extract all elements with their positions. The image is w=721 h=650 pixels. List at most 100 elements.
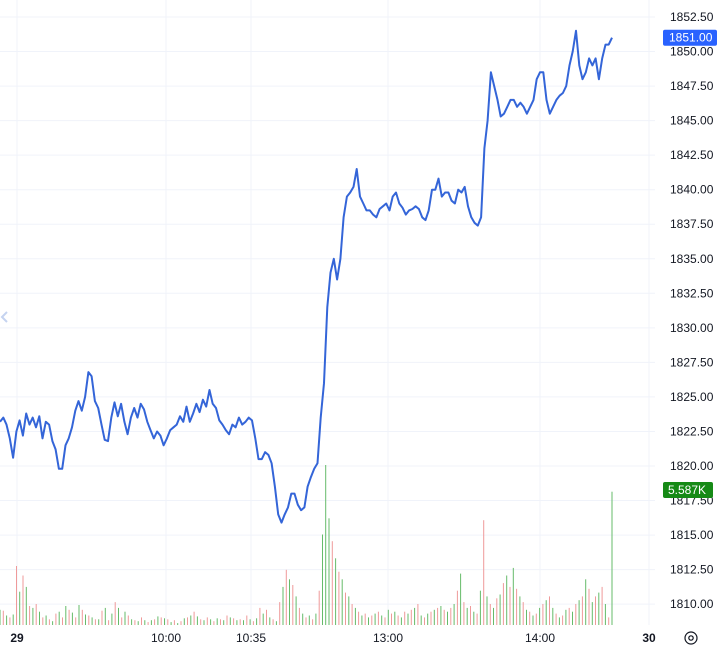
volume-bar [522,602,524,625]
volume-bar [29,606,31,625]
volume-bar [470,606,471,625]
volume-bar [430,611,432,625]
volume-bar [141,617,142,625]
volume-bar [325,465,327,625]
volume-bar [410,609,412,625]
volume-bar [391,613,392,625]
volume-tag: 5.587K [663,482,713,498]
volume-bar [94,619,96,625]
volume-bar [177,623,179,625]
volume-bar [65,606,67,625]
volume-bar [78,605,80,625]
volume-bar [555,613,557,625]
chevron-left-icon[interactable] [0,311,8,323]
volume-bar [81,609,83,625]
volume-bar [62,617,63,625]
volume-bar [417,604,419,625]
x-tick-label: 30 [642,631,656,645]
volume-bar [447,611,448,625]
volume-bar [400,617,402,625]
volume-bar [535,613,537,625]
volume-bar [114,602,116,625]
volume-bar [118,607,119,625]
volume-bar [308,615,310,625]
volume-bar [305,617,307,625]
volume-bar [489,604,491,625]
volume-bar [562,615,564,625]
volume-bar [486,596,488,625]
volume-bar [58,611,60,625]
volume-bar [496,598,498,625]
y-tick-label: 1812.50 [670,563,714,577]
volume-bar [608,617,610,625]
volume-bar [604,604,606,625]
volume-bar [532,615,534,625]
volume-bar [124,611,126,625]
y-tick-label: 1837.50 [670,217,714,231]
x-tick-label: 10:35 [236,631,266,645]
volume-bar [12,614,14,625]
volume-label: 5.587K [668,483,706,497]
volume-bar [424,617,425,625]
volume-bar [476,613,478,625]
volume-bar [85,614,86,625]
y-tick-label: 1820.00 [670,459,714,473]
gear-icon[interactable] [684,631,698,645]
volume-bar [499,594,501,625]
y-tick-label: 1822.50 [670,424,714,438]
volume-bar [506,575,508,625]
volume-bar [374,613,376,625]
y-tick-label: 1850.00 [670,45,714,59]
volume-bar [377,611,379,625]
volume-bar [68,609,70,625]
volume-bar [345,592,346,625]
volume-bar [443,609,445,625]
volume-bar [25,586,27,625]
volume-bar [2,610,4,625]
volume-bar [183,618,185,625]
volume-bar [170,622,172,625]
volume-bar [368,617,369,625]
x-tick-label: 14:00 [525,631,555,645]
last-price-label: 1851.00 [669,31,713,45]
volume-bar [440,606,442,625]
series-layer [0,29,613,524]
volume-bar [42,617,44,625]
volume-bar [0,609,1,625]
volume-bar [322,534,323,625]
volume-bar [173,620,175,625]
volume-bar [404,611,406,625]
last-price-tag: 1851.00 [663,29,717,46]
volume-bar [568,607,570,625]
volume-bar [519,596,521,625]
volume-bar [22,575,24,625]
volume-bar [243,620,244,625]
y-axis: 1852.50 1850.00 1847.50 1845.00 1842.50 1840.… [670,10,714,611]
volume-bar [216,618,218,625]
volume-bar [226,615,228,625]
volume-bar [493,607,494,625]
volume-bar [134,620,136,625]
volume-bar [213,621,215,625]
volume-bar [275,621,277,625]
volume-bar [575,604,577,625]
volume-bar [131,619,133,625]
y-tick-label: 1852.50 [670,10,714,24]
volume-bar [229,617,231,625]
volume-bar [512,567,514,625]
volume-bar [262,613,264,625]
volume-bar [180,621,182,625]
y-tick-label: 1847.50 [670,79,714,93]
volume-bar [88,615,90,625]
volume-bar [437,607,439,625]
volume-bar [111,613,113,625]
volume-bar [98,619,100,625]
volume-bar [295,596,297,625]
volume-bar [381,615,383,625]
volume-bar [104,607,106,625]
y-tick-label: 1815.00 [670,528,714,542]
volume-bar [272,619,274,625]
volume-bar [581,596,583,625]
volume-bar [249,619,251,625]
